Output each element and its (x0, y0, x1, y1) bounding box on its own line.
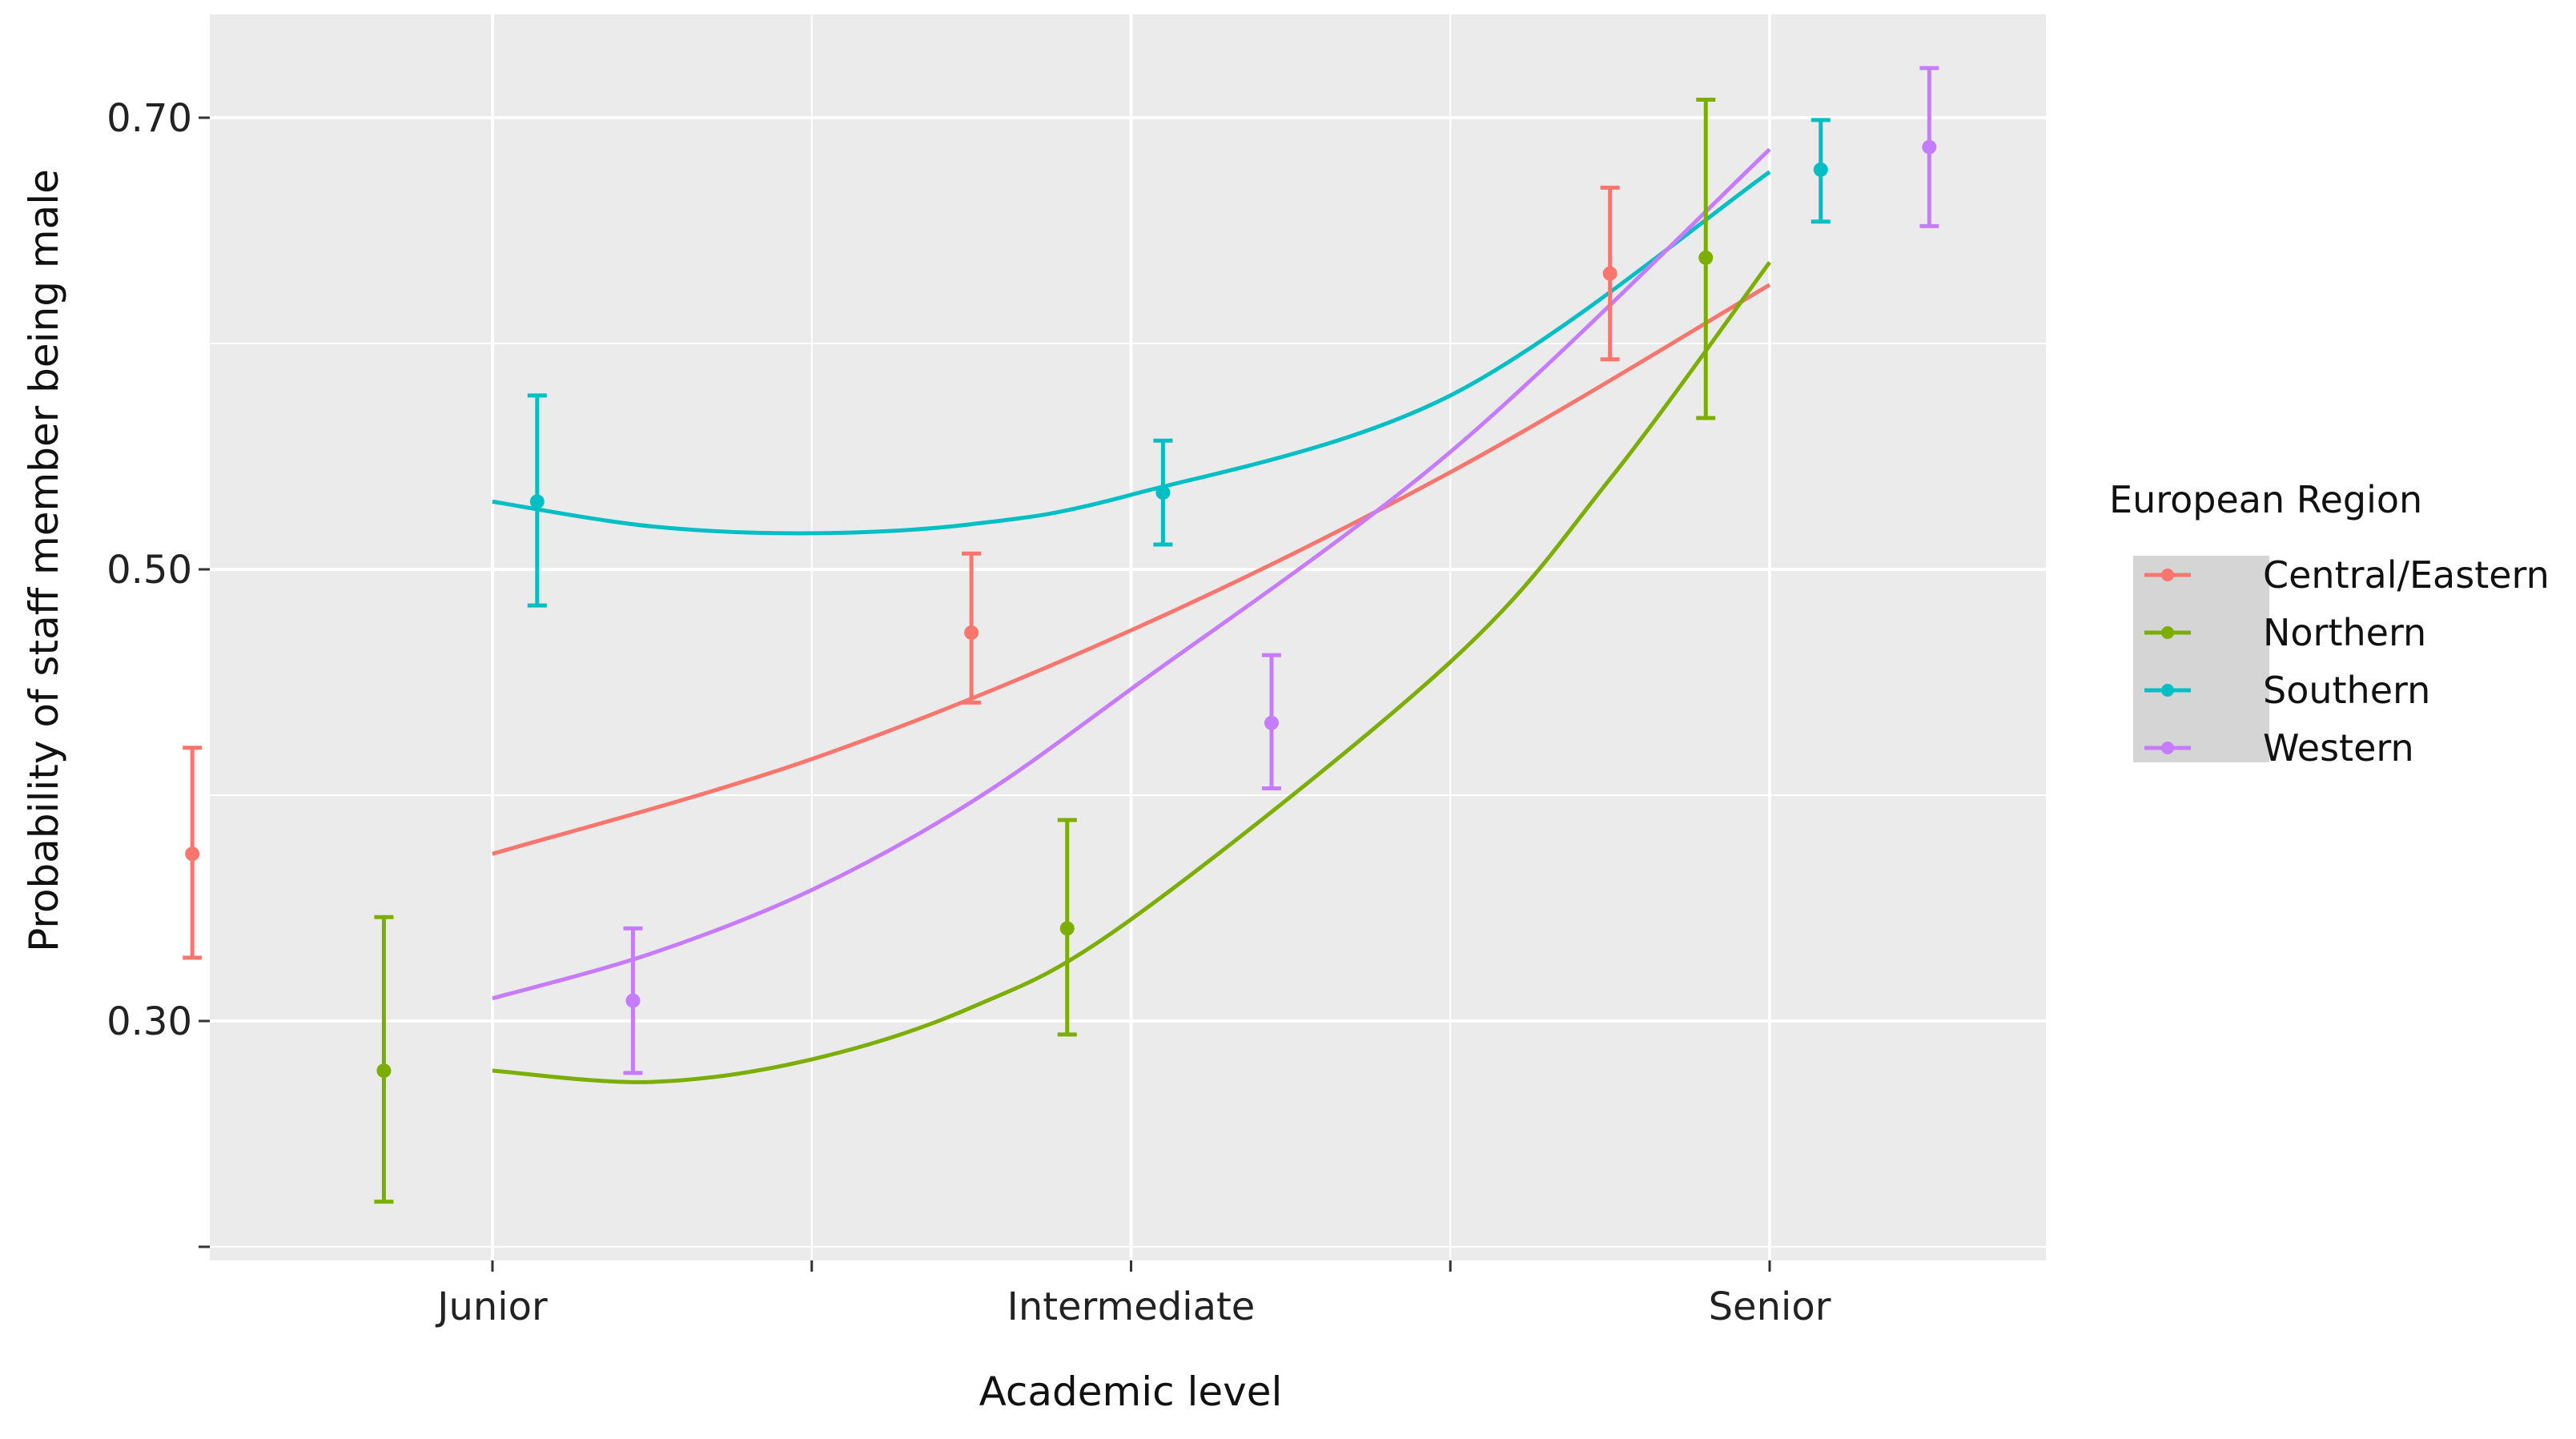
x-tick-label: Junior (435, 1284, 548, 1329)
point-southern (1813, 162, 1828, 177)
errorbar-southern (1810, 118, 1831, 224)
errorbar-central-eastern (183, 746, 203, 960)
point-northern (1698, 250, 1714, 265)
errorbar-southern (527, 393, 547, 608)
y-tick-label: 0.70 (106, 96, 192, 141)
fitted-curves (492, 147, 1772, 1084)
legend-key-point (2161, 569, 2174, 581)
y-axis-title: Probability of staff member being male (21, 169, 67, 952)
legend: European Region Central/Eastern Northern S… (2109, 478, 2550, 770)
legend-label: Northern (2263, 611, 2426, 654)
point-central-eastern (185, 846, 200, 862)
x-tick-label: Senior (1709, 1284, 1831, 1329)
point-northern (376, 1063, 392, 1079)
legend-item-northern: Northern (2144, 611, 2426, 654)
errorbar-western (1261, 653, 1281, 791)
legend-title: European Region (2109, 478, 2422, 521)
legend-label: Southern (2263, 669, 2430, 712)
legend-item-southern: Southern (2144, 669, 2430, 712)
y-tick-label: 0.30 (106, 999, 192, 1044)
minor-gridlines (172, 14, 2090, 1260)
point-western (1264, 715, 1279, 730)
curve-northern (492, 261, 1772, 1084)
error-bars (183, 66, 1939, 1204)
errorbar-northern (1057, 818, 1077, 1037)
point-southern (529, 494, 545, 509)
x-axis: Junior Intermediate Senior (435, 1260, 1831, 1329)
x-tick-label: Intermediate (1007, 1284, 1256, 1329)
errorbar-northern (1696, 97, 1716, 420)
legend-items: Central/Eastern Northern Southern Western (2144, 553, 2550, 770)
legend-key-background (2133, 556, 2269, 762)
errorbar-central-eastern (1600, 185, 1620, 362)
curve-southern (492, 170, 1771, 536)
y-tick-label: 0.50 (106, 548, 192, 593)
legend-label: Central/Eastern (2263, 553, 2550, 597)
errorbar-southern (1153, 438, 1173, 547)
legend-label: Western (2263, 726, 2414, 770)
errorbar-northern (374, 914, 394, 1204)
major-gridlines (210, 14, 2046, 1260)
y-axis: 0.30 0.50 0.70 (106, 96, 210, 1248)
plot-panel (210, 14, 2046, 1260)
errorbar-western (623, 926, 643, 1075)
point-central-eastern (1602, 266, 1618, 281)
curve-western (492, 147, 1771, 1001)
legend-key-point (2161, 684, 2174, 697)
legend-key-point (2161, 626, 2174, 639)
point-northern (1059, 921, 1075, 936)
errorbar-central-eastern (962, 551, 982, 705)
point-western (1922, 139, 1937, 155)
errorbar-western (1919, 66, 1939, 228)
point-central-eastern (964, 625, 979, 640)
legend-item-central-eastern: Central/Eastern (2144, 553, 2550, 597)
legend-item-western: Western (2144, 726, 2414, 770)
x-axis-title: Academic level (979, 1369, 1283, 1415)
point-southern (1155, 485, 1171, 500)
legend-key-point (2161, 742, 2174, 754)
curve-central-eastern (492, 283, 1771, 856)
point-western (625, 993, 641, 1008)
